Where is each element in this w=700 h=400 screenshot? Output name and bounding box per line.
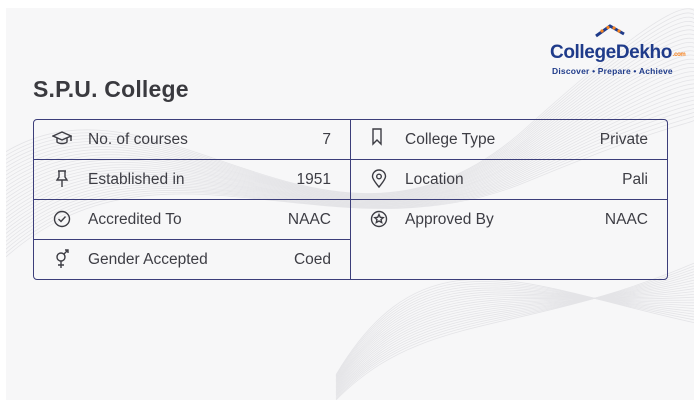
background-wave-line [6, 120, 694, 258]
background-wave-line [6, 58, 694, 201]
info-row-accredited: Accredited To NAAC [34, 200, 350, 239]
background-wave-line [335, 291, 694, 389]
background-wave-line [335, 265, 694, 400]
background-wave-line [6, 87, 694, 227]
background-wave-line [335, 279, 694, 394]
background-wave-line [335, 262, 694, 400]
info-row-gender: Gender Accepted Coed [34, 240, 350, 279]
background-wave-line [6, 54, 694, 200]
background-wave-line [6, 71, 694, 211]
location-icon [371, 169, 387, 189]
info-row-established: Established in 1951 [34, 160, 350, 199]
approved-label: Approved By [405, 211, 494, 228]
logo-name-part1: College [550, 42, 616, 63]
background-wave-line [6, 67, 694, 207]
check-circle-icon [53, 210, 71, 228]
info-card: S.P.U. College CollegeDekho.com Discover… [6, 8, 694, 400]
background-wave-line [6, 16, 694, 195]
background-wave-line [6, 20, 694, 196]
background-wave-line [6, 29, 694, 197]
courses-value: 7 [322, 131, 331, 148]
background-wave-line [335, 293, 694, 388]
background-wave-line [335, 285, 694, 391]
background-wave-line [6, 83, 694, 223]
background-wave-line [6, 41, 694, 199]
info-row-location: Location Pali [351, 160, 667, 199]
logo-tagline: Discover • Prepare • Achieve [552, 66, 673, 76]
background-wave-line [6, 91, 694, 231]
background-wave-line [6, 25, 694, 196]
row-divider [34, 159, 667, 160]
background-wave-line [6, 111, 694, 250]
background-wave-line [335, 282, 694, 392]
background-wave-line [6, 107, 694, 246]
logo-cap-icon [595, 24, 625, 38]
background-wave-line [335, 281, 694, 377]
background-wave-line [335, 293, 694, 384]
gender-value: Coed [293, 251, 331, 268]
background-wave-line [6, 75, 694, 215]
background-wave-line [6, 99, 694, 239]
logo-wordmark: CollegeDekho.com [550, 42, 686, 64]
background-wave-line [335, 271, 694, 397]
background-wave-line [335, 291, 694, 383]
background-wave-line [335, 287, 694, 380]
location-label: Location [405, 171, 464, 188]
info-row-approved: Approved By NAAC [351, 200, 667, 239]
background-wave-line [335, 285, 694, 379]
bookmark-icon [372, 128, 382, 146]
background-wave-line [6, 8, 694, 194]
background-wave-line [6, 95, 694, 235]
row-divider [34, 199, 667, 200]
pin-icon [55, 170, 69, 187]
approved-value: NAAC [604, 211, 648, 228]
background-wave-line [335, 276, 694, 395]
collegedekho-logo[interactable]: CollegeDekho.com Discover • Prepare • Ac… [550, 22, 690, 82]
background-wave-line [335, 283, 694, 378]
background-wave-line [6, 62, 694, 204]
background-wave-line [6, 37, 694, 198]
location-value: Pali [622, 171, 648, 188]
accredited-label: Accredited To [88, 211, 182, 228]
background-wave-line [335, 288, 694, 390]
row-divider [34, 239, 350, 240]
background-wave-line [6, 33, 694, 198]
courses-label: No. of courses [88, 131, 188, 148]
background-wave-line [335, 289, 694, 382]
logo-name-part2: Dekho [615, 42, 672, 63]
background-wave-line [335, 274, 694, 396]
page-title: S.P.U. College [33, 76, 189, 102]
logo-name-suffix: .com [672, 52, 686, 58]
college-type-label: College Type [405, 131, 496, 148]
gender-label: Gender Accepted [88, 251, 208, 268]
background-wave-line [6, 12, 694, 195]
background-wave-line [335, 296, 694, 386]
established-value: 1951 [296, 171, 331, 188]
background-wave-line [6, 79, 694, 219]
gender-icon [56, 249, 69, 268]
background-wave-line [335, 268, 694, 398]
college-info-table: No. of courses 7 Established in 1951 Acc… [33, 119, 668, 280]
background-wave-line [335, 295, 694, 385]
info-row-college-type: College Type Private [351, 120, 667, 159]
accredited-value: NAAC [287, 211, 331, 228]
badge-star-icon [370, 210, 388, 228]
established-label: Established in [88, 171, 185, 188]
background-wave-line [6, 116, 694, 254]
background-wave-line [6, 50, 694, 200]
info-row-courses: No. of courses 7 [34, 120, 350, 159]
background-wave-line [6, 46, 694, 199]
graduation-cap-icon [52, 131, 72, 145]
college-type-value: Private [599, 131, 648, 148]
background-waves [6, 8, 694, 400]
